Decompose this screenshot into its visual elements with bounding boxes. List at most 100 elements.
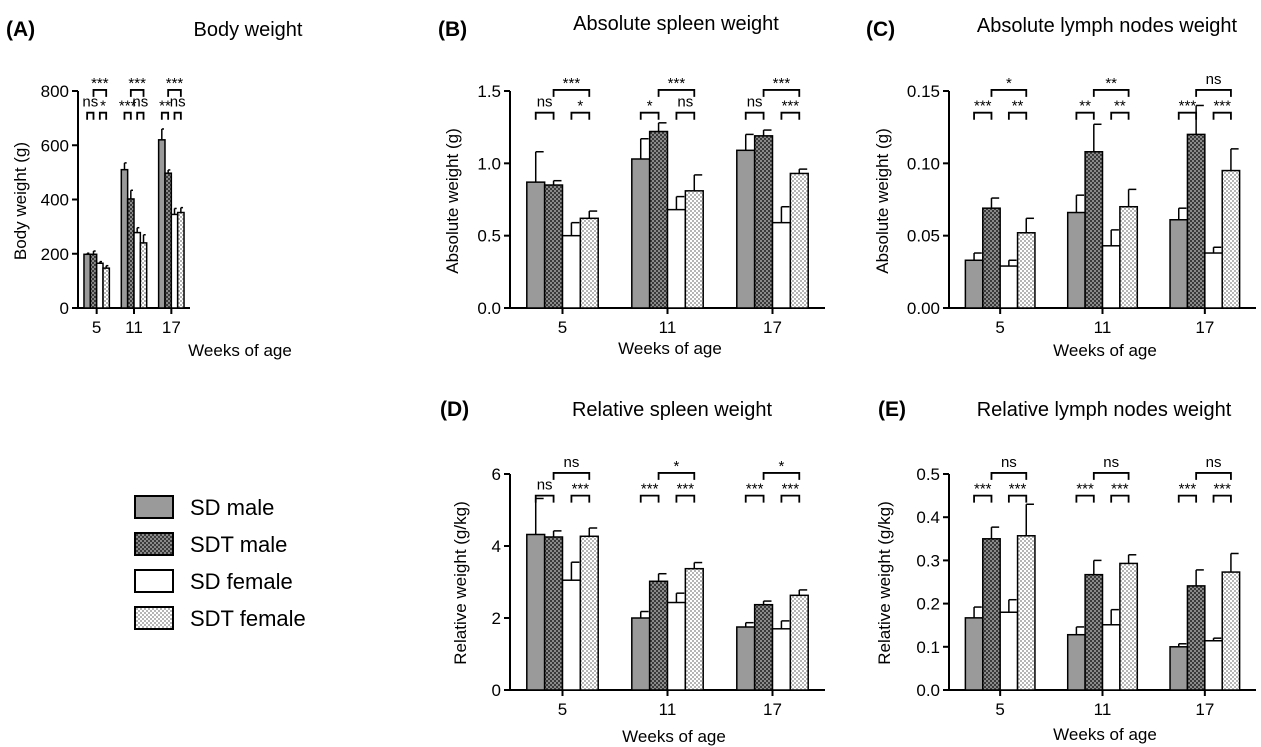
- panel-d: (D) Relative spleen weight Relative weight…: [440, 398, 825, 746]
- x-axis-label: Weeks of age: [622, 727, 726, 746]
- bar-sd-male: [964, 259, 984, 309]
- significance-label: *: [1006, 75, 1012, 92]
- significance-bracket: [534, 494, 555, 503]
- significance-label: ***: [668, 75, 686, 92]
- significance-label: ***: [641, 481, 659, 498]
- significance-bracket: [1212, 494, 1232, 503]
- significance-bracket: [657, 89, 696, 97]
- bar-sd-female: [95, 262, 104, 309]
- bar-sd-male: [1169, 219, 1189, 309]
- x-tick-label: 11: [1094, 318, 1112, 337]
- bar-sd-male: [157, 139, 166, 309]
- significance-label: ***: [1179, 98, 1197, 115]
- y-tick-label: 1.0: [477, 154, 501, 173]
- bar-sd-female: [561, 579, 582, 691]
- significance-label: **: [159, 98, 171, 115]
- bar-sd-female: [561, 234, 582, 309]
- significance-label: ns: [82, 94, 98, 111]
- bar-sd-female: [1101, 245, 1121, 309]
- significance-bracket: [570, 494, 591, 503]
- legend-label: SD male: [190, 495, 274, 520]
- significance-bracket: [1075, 111, 1095, 120]
- significance-label: ns: [537, 94, 553, 111]
- x-tick-label: 11: [1094, 700, 1112, 719]
- x-axis-label: Weeks of age: [1053, 341, 1157, 360]
- bar-sd-male: [736, 626, 756, 691]
- bar-sd-male: [526, 181, 546, 309]
- bar-sd-female: [771, 221, 792, 309]
- legend-swatch: [134, 606, 174, 630]
- x-tick-label: 5: [92, 318, 101, 337]
- panel-c: (C) Absolute lymph nodes weight Absolute w…: [866, 15, 1256, 360]
- y-tick-label: 0.5: [477, 227, 501, 246]
- significance-bracket: [1092, 472, 1130, 480]
- legend-label: SDT female: [190, 606, 306, 631]
- panel-b: (B) Absolute spleen weight Absolute weight…: [438, 13, 825, 358]
- bar-sdt-female: [579, 217, 599, 309]
- significance-label: ***: [677, 481, 695, 498]
- y-tick-label: 0: [60, 299, 69, 318]
- bar-sd-male: [1066, 633, 1086, 691]
- y-tick-label: 1.5: [477, 82, 501, 101]
- bar-sdt-female: [176, 211, 185, 309]
- x-tick-label: 17: [763, 700, 782, 719]
- significance-bracket: [762, 472, 801, 480]
- significance-label: ***: [166, 75, 184, 92]
- significance-label: ***: [782, 481, 800, 498]
- bar-sd-male: [631, 617, 651, 691]
- significance-label: ***: [91, 75, 109, 92]
- bar-sdt-female: [1119, 562, 1139, 691]
- bar-sd-male: [526, 533, 546, 691]
- significance-label: ns: [537, 477, 553, 494]
- significance-bracket: [1177, 494, 1198, 503]
- significance-label: **: [1114, 98, 1126, 115]
- significance-bracket: [1195, 89, 1232, 97]
- significance-label: ns: [1001, 454, 1017, 471]
- significance-bracket: [639, 494, 660, 503]
- bar-sdt-female: [102, 267, 111, 309]
- bar-sdt-female: [1016, 232, 1036, 309]
- bar-sdt-male: [543, 184, 564, 309]
- significance-bracket: [129, 89, 145, 97]
- significance-label: ***: [974, 98, 992, 115]
- significance-bracket: [973, 494, 993, 503]
- significance-label: ns: [677, 94, 693, 111]
- x-tick-label: 5: [995, 700, 1004, 719]
- y-tick-label: 200: [41, 245, 69, 264]
- y-tick-label: 800: [41, 82, 69, 101]
- panel-title: Relative lymph nodes weight: [977, 399, 1232, 421]
- bar-sd-male: [120, 168, 129, 309]
- significance-bracket: [1195, 472, 1232, 480]
- panel-letter: (B): [438, 18, 467, 41]
- bar-sdt-female: [789, 172, 809, 309]
- bar-sd-female: [133, 231, 142, 309]
- bar-sd-male: [83, 253, 92, 309]
- bar-sd-male: [1066, 211, 1086, 309]
- bar-sdt-male: [164, 172, 173, 309]
- significance-bracket: [136, 111, 145, 120]
- significance-label: ***: [1111, 481, 1129, 498]
- bar-sdt-male: [1084, 573, 1104, 691]
- significance-label: *: [647, 98, 653, 115]
- significance-label: *: [779, 458, 785, 475]
- y-tick-label: 0.10: [907, 154, 940, 173]
- y-tick-label: 0.2: [916, 595, 940, 614]
- bar-sd-female: [666, 601, 687, 691]
- significance-label: **: [1105, 75, 1117, 92]
- y-tick-label: 0: [492, 681, 501, 700]
- y-tick-label: 0.05: [907, 227, 940, 246]
- bar-sd-female: [999, 265, 1019, 309]
- significance-label: ***: [128, 75, 146, 92]
- bar-sdt-female: [1119, 205, 1139, 309]
- y-tick-label: 0.0: [916, 681, 940, 700]
- legend-swatch: [134, 532, 174, 556]
- significance-bracket: [780, 111, 801, 120]
- bar-sdt-male: [982, 538, 1001, 691]
- bar-sdt-female: [684, 190, 704, 309]
- bar-sd-female: [1101, 624, 1121, 691]
- x-tick-label: 17: [763, 318, 782, 337]
- significance-label: ***: [1179, 481, 1197, 498]
- significance-bracket: [98, 111, 108, 120]
- significance-bracket: [1110, 494, 1130, 503]
- significance-label: ns: [1206, 454, 1222, 471]
